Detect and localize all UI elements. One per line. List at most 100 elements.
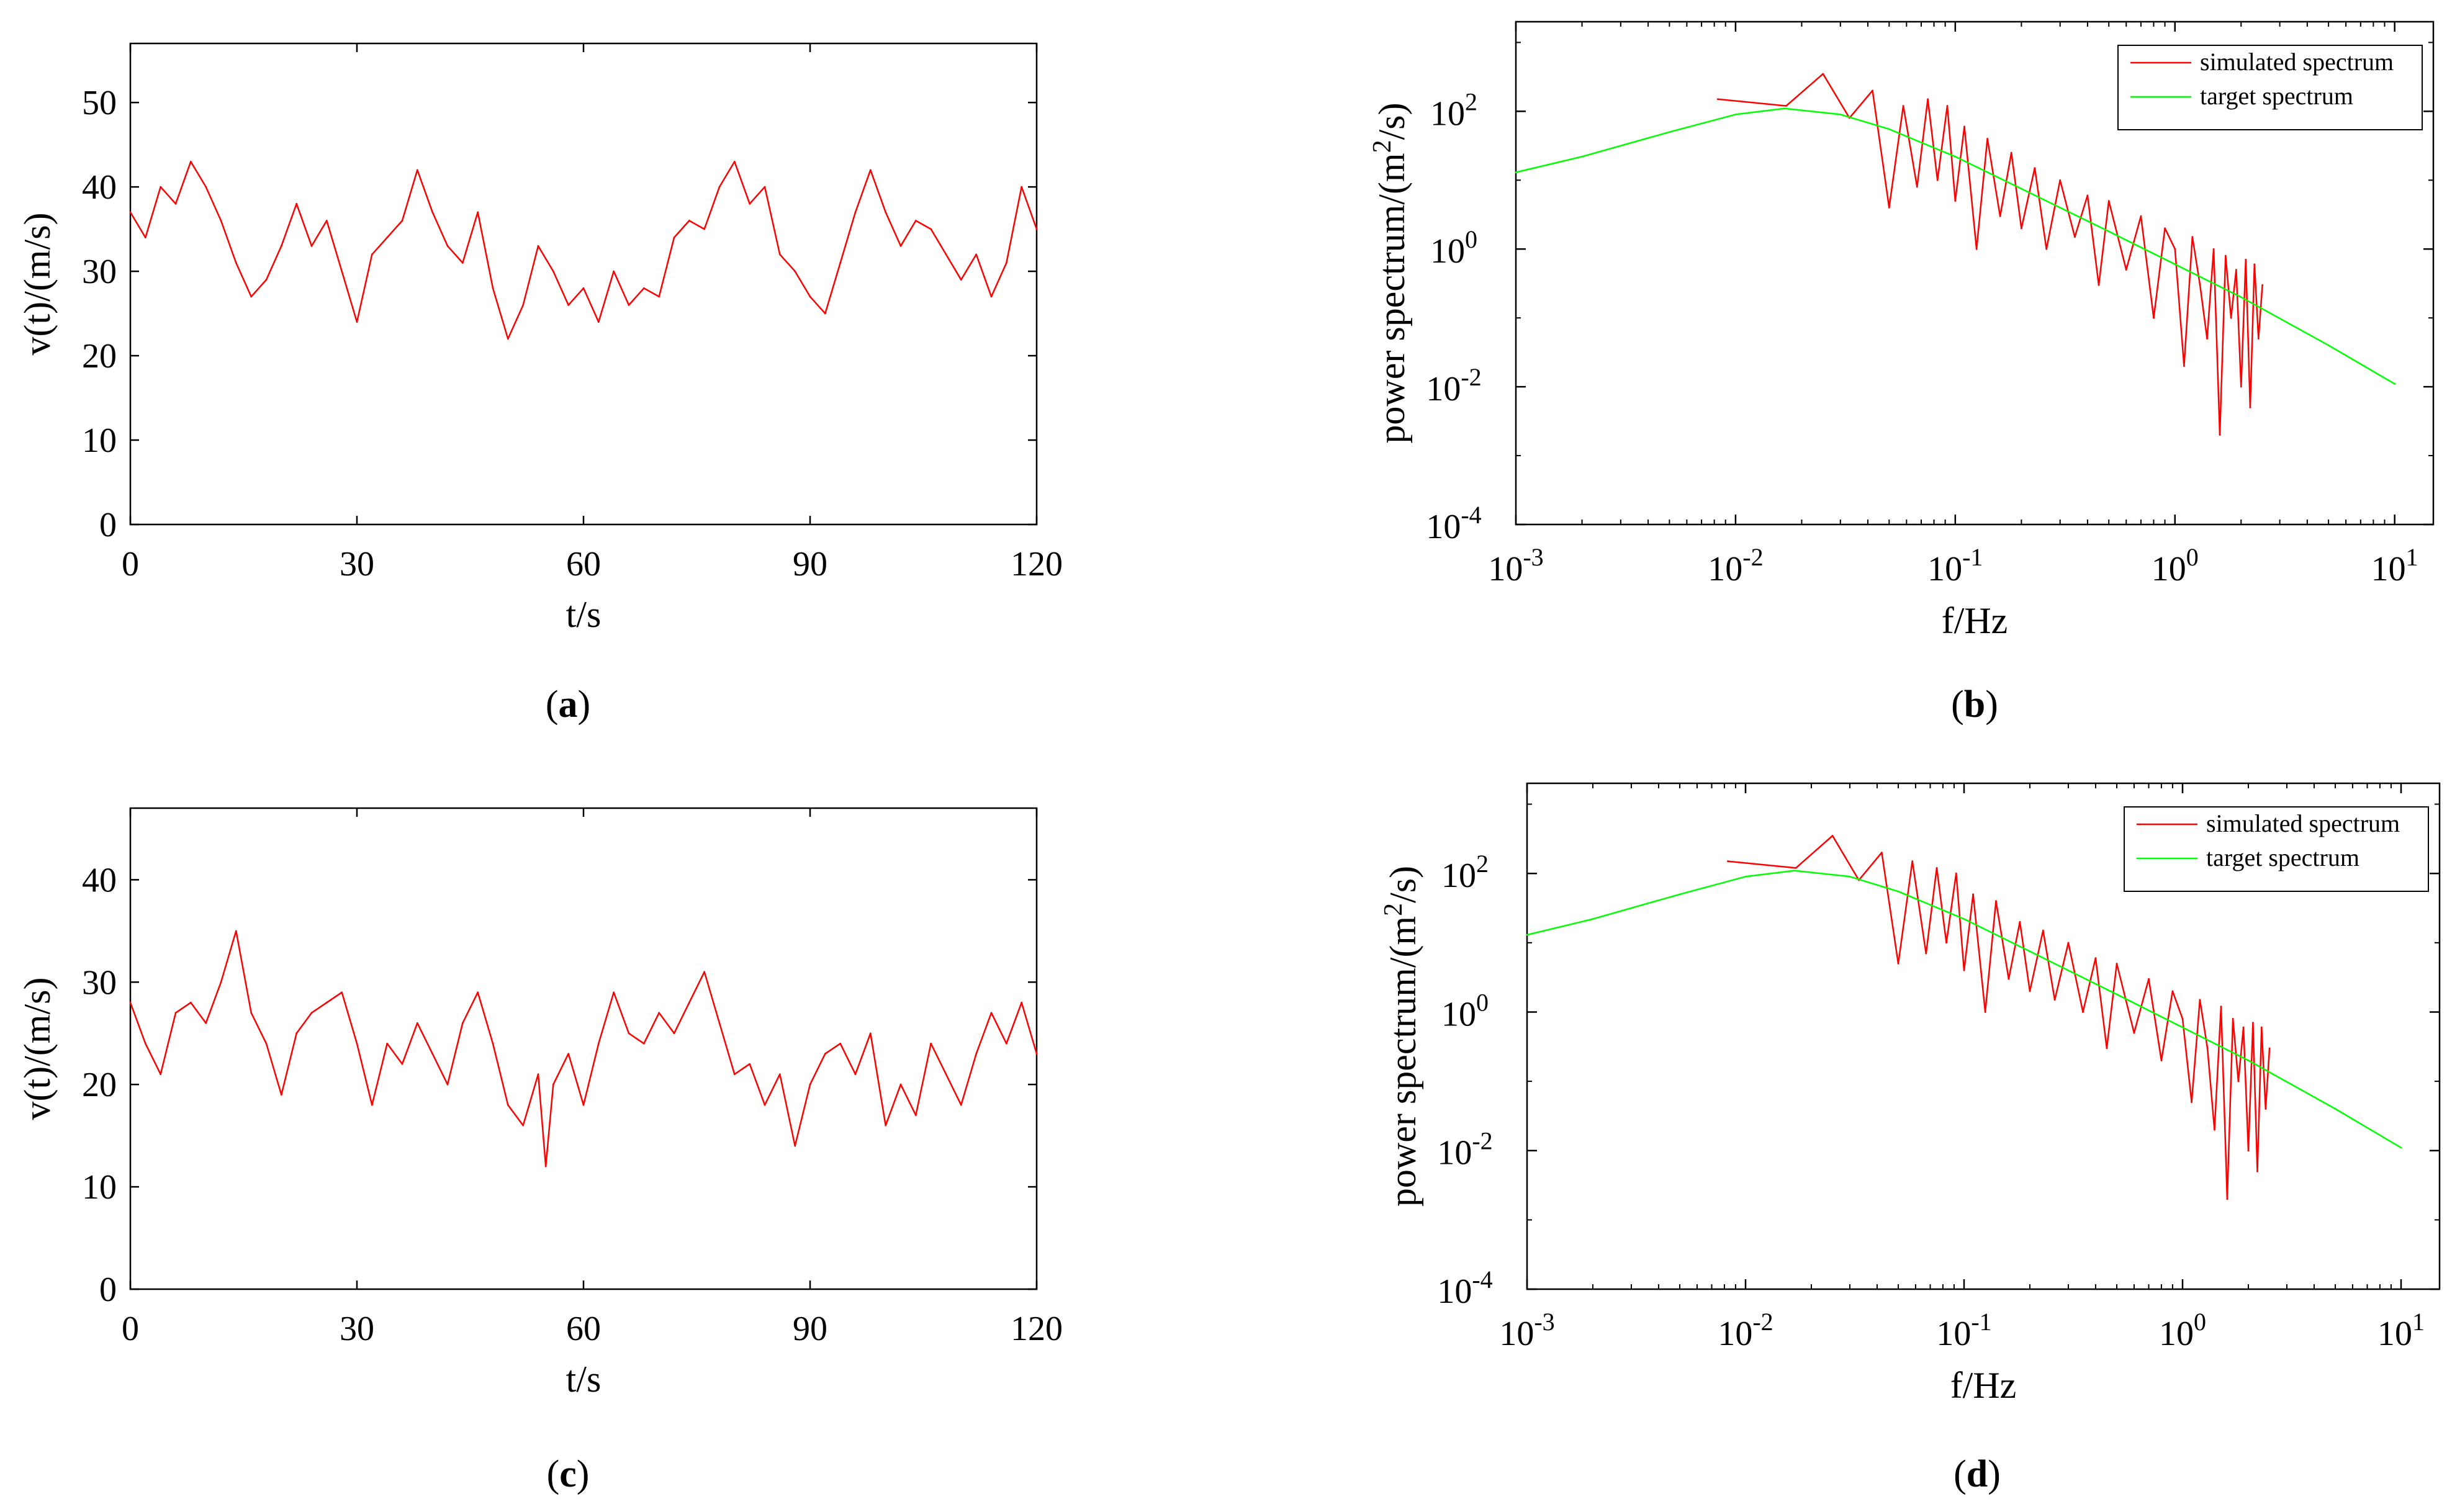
data-point-target-spectrum	[1668, 131, 1670, 133]
data-point	[371, 253, 373, 256]
data-point	[356, 1042, 358, 1045]
data-point-simulated-spectrum	[1795, 866, 1797, 869]
data-point-simulated-spectrum	[1999, 215, 2001, 217]
data-point	[778, 253, 781, 256]
data-point-simulated-spectrum	[2010, 151, 2012, 154]
data-point-simulated-spectrum	[2059, 179, 2062, 181]
data-point-simulated-spectrum	[2245, 259, 2247, 261]
data-point-target-spectrum	[1515, 171, 1517, 174]
data-point	[673, 236, 675, 239]
y-tick-label: 0	[99, 506, 117, 544]
data-point	[386, 1042, 389, 1045]
data-point-simulated-spectrum	[2256, 1170, 2258, 1172]
data-point-simulated-spectrum	[2174, 248, 2176, 250]
panel-caption: (c)	[547, 1453, 590, 1495]
data-point-simulated-spectrum	[2171, 990, 2174, 992]
data-point-simulated-spectrum	[1911, 860, 1914, 862]
data-point	[809, 295, 811, 298]
x-tick-label: 10-1	[1927, 543, 1983, 588]
data-point	[930, 1042, 932, 1045]
data-point-simulated-spectrum	[2183, 365, 2185, 367]
data-point	[160, 186, 162, 188]
data-point	[461, 262, 464, 264]
x-tick-label: 100	[2152, 543, 2199, 588]
data-point	[597, 1042, 600, 1045]
data-point	[492, 1042, 494, 1045]
y-tick-label: 40	[82, 861, 117, 899]
data-point-simulated-spectrum	[2230, 317, 2232, 319]
data-point	[809, 1083, 811, 1086]
data-point-target-spectrum	[2327, 344, 2330, 346]
data-point	[1005, 1042, 1007, 1045]
data-point	[401, 1063, 403, 1065]
data-point-simulated-spectrum	[2214, 1128, 2215, 1131]
x-tick-label: 10-3	[1499, 1308, 1554, 1353]
data-point-target-spectrum	[1888, 128, 1890, 130]
data-point-target-spectrum	[2181, 1026, 2184, 1028]
data-point	[778, 1073, 781, 1076]
data-point-simulated-spectrum	[1936, 866, 1938, 869]
data-point	[189, 160, 192, 163]
data-point-simulated-spectrum	[2148, 978, 2150, 980]
data-point	[854, 1073, 857, 1076]
y-tick-label: 10-2	[1437, 1127, 1492, 1172]
data-point	[537, 245, 539, 247]
data-point-simulated-spectrum	[2252, 1022, 2254, 1024]
data-point-simulated-spectrum	[2094, 957, 2097, 960]
y-tick-label: 10	[82, 421, 117, 460]
data-point	[975, 1053, 978, 1055]
data-point	[914, 220, 917, 222]
y-axis-label: power spectrum/(m2/s)	[1379, 866, 1423, 1207]
data-point	[461, 1022, 464, 1024]
data-point-simulated-spectrum	[2242, 1026, 2245, 1028]
data-point-target-spectrum	[1734, 114, 1737, 115]
data-point-simulated-spectrum	[1785, 105, 1787, 107]
data-point	[1005, 262, 1007, 264]
x-tick-label: 30	[340, 1310, 374, 1348]
x-tick-label: 0	[122, 1310, 139, 1348]
data-point	[899, 245, 902, 247]
series-line-wind-speed	[129, 161, 1038, 340]
x-axis-label: f/Hz	[1950, 1365, 2017, 1406]
y-tick-label: 30	[82, 253, 117, 291]
data-point-simulated-spectrum	[2191, 236, 2194, 238]
data-point-simulated-spectrum	[1880, 852, 1883, 854]
y-tick-label: 20	[82, 1066, 117, 1104]
data-point	[280, 245, 282, 247]
data-point	[869, 1032, 872, 1035]
data-point	[1035, 1053, 1038, 1055]
data-point	[703, 971, 706, 973]
data-point-simulated-spectrum	[2153, 317, 2155, 319]
data-point	[295, 1032, 298, 1035]
data-point	[764, 186, 766, 188]
data-point	[899, 1083, 902, 1086]
data-point-simulated-spectrum	[2067, 942, 2070, 944]
data-point	[295, 202, 298, 205]
data-point	[839, 1042, 842, 1045]
data-point	[205, 1022, 207, 1024]
y-tick-label: 102	[1441, 850, 1489, 895]
data-point	[839, 262, 842, 264]
data-point-simulated-spectrum	[2249, 407, 2251, 408]
data-point	[718, 1022, 721, 1024]
data-point-simulated-spectrum	[1946, 105, 1949, 107]
y-axis-label: power spectrum/(m2/s)	[1368, 102, 1412, 443]
data-point	[310, 245, 313, 247]
plot-frame	[129, 807, 1038, 1290]
data-point	[356, 321, 358, 323]
data-point-simulated-spectrum	[2224, 254, 2227, 257]
data-point	[764, 1104, 766, 1106]
data-point	[544, 1165, 547, 1168]
panel-caption: (d)	[1954, 1453, 2001, 1495]
data-point-simulated-spectrum	[1954, 200, 1957, 202]
data-point	[794, 1145, 796, 1147]
series-line-target-spectrum	[1526, 870, 2402, 1149]
data-point	[129, 1001, 132, 1004]
data-point	[552, 1083, 554, 1086]
data-point-simulated-spectrum	[1984, 1011, 1986, 1013]
data-point	[235, 930, 237, 932]
data-point-simulated-spectrum	[1888, 207, 1890, 209]
data-point	[416, 169, 418, 171]
data-point	[552, 270, 554, 272]
data-point	[265, 279, 268, 281]
